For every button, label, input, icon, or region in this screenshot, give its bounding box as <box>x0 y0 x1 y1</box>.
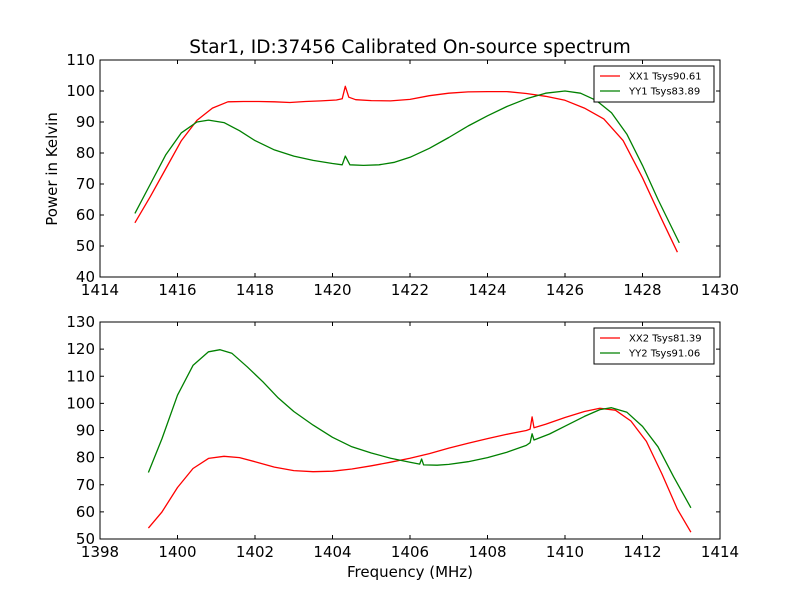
chart-title: Star1, ID:37456 Calibrated On-source spe… <box>189 37 630 58</box>
series-line-2 <box>134 90 680 244</box>
top-subplot: Star1, ID:37456 Calibrated On-source spe… <box>43 37 739 299</box>
x-tick-label: 1402 <box>236 543 274 561</box>
x-tick-label: 1398 <box>81 543 119 561</box>
y-tick-label: 110 <box>66 51 95 69</box>
x-tick-label: 1424 <box>468 281 506 299</box>
y-tick-label: 80 <box>76 449 95 467</box>
x-tick-label: 1430 <box>701 281 739 299</box>
series-line-1 <box>134 85 678 253</box>
x-axis-label: Frequency (MHz) <box>347 563 473 581</box>
y-tick-label: 100 <box>66 394 95 412</box>
bottom-plot-area: 1398 1400 1402 1404 1406 1408 1410 1412 1414 50 60… <box>66 313 739 561</box>
x-tick-label: 1412 <box>623 543 661 561</box>
x-tick-label: 1422 <box>391 281 429 299</box>
top-plot-area: 1414 1416 1418 1420 1422 1424 1426 1428 1430 40 50… <box>66 51 739 299</box>
legend-label-2: YY1 Tsys83.89 <box>628 87 700 98</box>
x-tick-label: 1410 <box>546 543 584 561</box>
y-tick-label: 60 <box>76 206 95 224</box>
x-tick-label: 1426 <box>546 281 584 299</box>
x-tick-label: 1418 <box>236 281 274 299</box>
x-tick-label: 1420 <box>313 281 351 299</box>
y-tick-label: 40 <box>76 268 95 286</box>
legend-label-1: XX1 Tsys90.61 <box>629 72 702 83</box>
y-tick-label: 60 <box>76 503 95 521</box>
y-tick-label: 90 <box>76 113 95 131</box>
legend: XX2 Tsys81.39 YY2 Tsys91.06 <box>593 327 715 365</box>
y-axis-label: Power in Kelvin <box>43 112 61 226</box>
x-tick-label: 1428 <box>623 281 661 299</box>
y-tick-label: 50 <box>76 237 95 255</box>
legend-label-1: XX2 Tsys81.39 <box>629 334 702 345</box>
x-tick-label: 1416 <box>158 281 196 299</box>
legend-box <box>593 65 715 103</box>
x-tick-label: 1408 <box>468 543 506 561</box>
y-tick-label: 80 <box>76 144 95 162</box>
y-tick-label: 120 <box>66 340 95 358</box>
y-tick-label: 110 <box>66 367 95 385</box>
y-tick-label: 130 <box>66 313 95 331</box>
x-tick-label: 1400 <box>158 543 196 561</box>
x-tick-label: 1414 <box>701 543 739 561</box>
x-tick-label: 1406 <box>391 543 429 561</box>
y-tick-label: 70 <box>76 476 95 494</box>
legend: XX1 Tsys90.61 YY1 Tsys83.89 <box>593 65 715 103</box>
series-line-2 <box>147 349 692 509</box>
y-tick-label: 90 <box>76 422 95 440</box>
legend-box <box>593 327 715 365</box>
y-tick-label: 100 <box>66 82 95 100</box>
x-tick-label: 1414 <box>81 281 119 299</box>
x-tick-label: 1404 <box>313 543 351 561</box>
y-tick-label: 50 <box>76 530 95 548</box>
legend-label-2: YY2 Tsys91.06 <box>628 349 700 360</box>
bottom-subplot: 1398 1400 1402 1404 1406 1408 1410 1412 1414 50 60… <box>66 313 739 581</box>
y-tick-label: 70 <box>76 175 95 193</box>
